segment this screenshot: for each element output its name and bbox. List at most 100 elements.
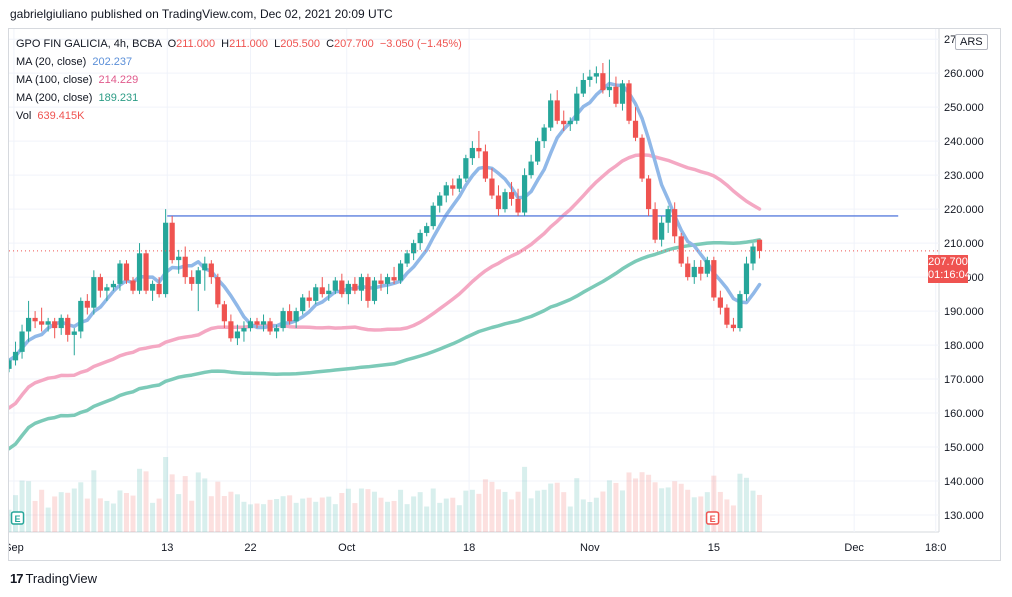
y-tick-8: 210.000 [944, 238, 984, 250]
candle-body-32 [215, 277, 221, 305]
volume-bar-77 [509, 499, 515, 532]
volume-bar-91 [600, 491, 606, 532]
time-axis: Sep 13 22 Oct 18 Nov 15 Dec 18:0 [9, 542, 946, 554]
volume-bar-64 [424, 506, 430, 532]
candle-body-27 [182, 256, 188, 278]
candle-body-1 [12, 351, 19, 361]
volume-bar-2 [19, 480, 25, 532]
volume-bar-78 [515, 491, 521, 532]
volume-bar-114 [750, 490, 756, 532]
volume-bar-69 [456, 505, 462, 532]
volume-bar-25 [169, 474, 175, 532]
volume-bar-67 [443, 498, 449, 532]
legend-high: 211.000 [229, 38, 269, 50]
footer-brand[interactable]: 17 TradingView [10, 571, 97, 586]
volume-bar-71 [469, 489, 475, 532]
ma100-line [9, 153, 762, 410]
volume-bar-98 [646, 474, 652, 532]
candle-body-5 [39, 321, 45, 325]
volume-bar-7 [52, 496, 58, 532]
volume-bar-96 [633, 478, 639, 532]
candle-body-58 [384, 277, 391, 284]
candle-body-54 [358, 277, 365, 291]
y-tick-0: 130.000 [944, 510, 984, 522]
y-tick-4: 170.000 [944, 374, 984, 386]
candle-body-94 [619, 83, 626, 104]
x-tick-2: 22 [244, 542, 256, 554]
publisher-line: gabrielgiuliano published on TradingView… [10, 7, 393, 21]
legend-ma200: MA (200, close) 189.231 [16, 89, 462, 107]
ma200-label: MA (200, close) [16, 92, 93, 104]
candle-body-3 [25, 317, 32, 332]
candle-body-110 [724, 307, 730, 325]
volume-bar-83 [548, 483, 554, 532]
volume-bar-102 [672, 481, 678, 532]
volume-bar-19 [130, 495, 136, 532]
candle-body-111 [730, 324, 737, 329]
candle-body-36 [241, 328, 247, 332]
candle-body-6 [45, 321, 51, 325]
candle-body-68 [450, 185, 456, 189]
candle-body-42 [280, 311, 286, 329]
candle-body-96 [632, 120, 639, 138]
candle-body-102 [672, 209, 678, 237]
volume-bar-86 [567, 506, 573, 532]
candle-body-98 [645, 178, 652, 210]
last-price-tag: 207.700 01:16:04 [928, 255, 971, 283]
candle-body-24 [163, 222, 169, 295]
volume-bar-24 [163, 457, 169, 532]
price-chart[interactable]: 130.000 140.000 150.000 160.000 170.000 180.0… [9, 29, 1001, 560]
candle-body-93 [613, 86, 619, 104]
volume-bar-82 [541, 489, 547, 532]
legend-l-label: L [274, 38, 281, 50]
volume-bar-29 [195, 472, 201, 532]
candle-body-13 [91, 277, 97, 308]
volume-bar-5 [39, 489, 45, 532]
volume-bar-50 [332, 504, 338, 532]
ma20-label: MA (20, close) [16, 56, 87, 68]
volume-bar-89 [587, 502, 593, 532]
bar-countdown: 01:16:04 [928, 269, 971, 281]
ma200-value: 189.231 [98, 92, 139, 104]
volume-bar-95 [626, 472, 632, 532]
candle-body-91 [600, 73, 606, 91]
volume-bar-26 [176, 494, 182, 532]
volume-bar-22 [150, 502, 156, 532]
candle-body-87 [574, 93, 580, 121]
candle-body-37 [247, 321, 254, 329]
volume-bar-97 [639, 472, 645, 532]
legend-o-label: O [167, 38, 177, 50]
candle-body-78 [515, 198, 521, 213]
volume-bar-80 [528, 498, 534, 532]
volume-bar-66 [437, 502, 443, 532]
candle-body-47 [313, 287, 319, 301]
volume-bar-3 [26, 481, 32, 532]
earnings-icon-1 [705, 511, 720, 525]
volume-bar-108 [711, 475, 717, 532]
candle-body-28 [189, 277, 195, 284]
volume-bar-93 [613, 482, 619, 532]
candle-body-12 [84, 300, 90, 308]
volume-bar-52 [345, 488, 351, 532]
candle-body-66 [437, 195, 443, 206]
last-price-value: 207.700 [928, 256, 968, 268]
ma100-path [9, 153, 762, 410]
volume-bar-53 [352, 503, 358, 532]
candle-body-49 [326, 290, 332, 295]
candle-body-35 [234, 331, 241, 339]
volume-bar-94 [619, 490, 625, 532]
volume-bar-115 [757, 494, 763, 532]
candle-body-53 [352, 283, 358, 291]
candle-body-64 [424, 226, 430, 233]
candle-body-88 [580, 79, 586, 94]
candle-body-9 [65, 317, 71, 335]
candle-body-83 [548, 100, 554, 128]
candle-body-103 [678, 236, 684, 264]
candle-body-77 [508, 192, 515, 199]
candle-body-114 [750, 246, 756, 264]
candle-body-7 [52, 321, 58, 329]
candle-body-21 [143, 253, 149, 291]
currency-badge[interactable]: ARS [955, 34, 988, 50]
candle-body-63 [417, 232, 423, 244]
